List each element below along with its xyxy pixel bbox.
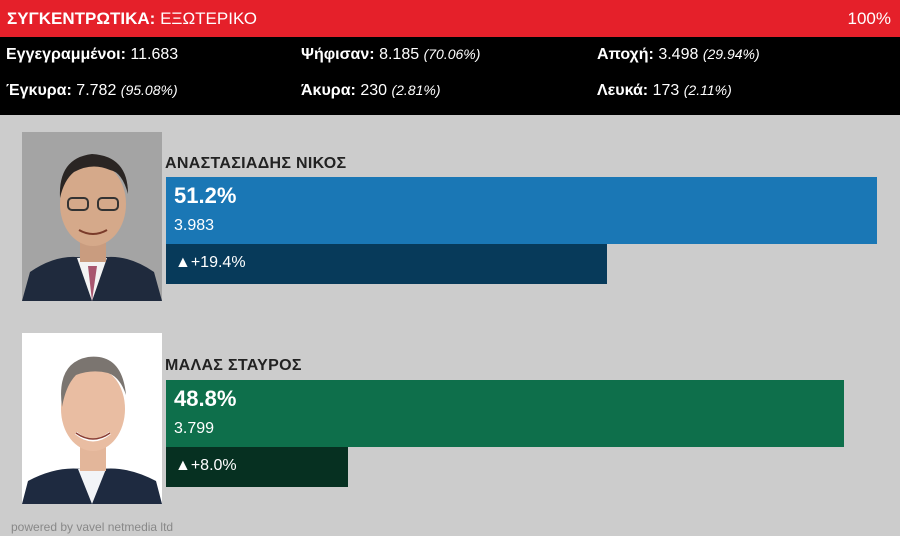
stat-invalid-value: 230 [360,82,388,99]
header-title-region: ΕΞΩΤΕΡΙΚΟ [160,9,257,28]
stat-invalid-pct: (2.81%) [391,82,441,98]
vote-share-bar: 51.2% 3.983 [166,177,877,244]
stat-registered-label: Εγγεγραμμένοι: [6,46,126,63]
stat-blank-pct: (2.11%) [683,82,732,98]
stat-valid: Έγκυρα: 7.782 (95.08%) [6,82,178,100]
summary-header: ΣΥΓΚΕΝΤΡΩΤΙΚΑ: ΕΞΩΤΕΡΙΚΟ 100% [0,0,900,37]
stat-voted-label: Ψήφισαν: [301,46,375,63]
stat-blank: Λευκά: 173 (2.11%) [597,82,732,100]
header-title-label: ΣΥΓΚΕΝΤΡΩΤΙΚΑ: [7,9,156,28]
stat-valid-pct: (95.08%) [120,82,178,98]
candidate-photo [22,132,162,301]
header-title: ΣΥΓΚΕΝΤΡΩΤΙΚΑ: ΕΞΩΤΕΡΙΚΟ [7,9,257,29]
vote-percentage: 51.2% [174,183,237,208]
candidate-name: ΑΝΑΣΤΑΣΙΑΔΗΣ ΝΙΚΟΣ [165,155,347,172]
vote-percentage: 48.8% [174,386,237,411]
stat-voted-pct: (70.06%) [423,46,481,62]
stat-abstention-pct: (29.94%) [702,46,760,62]
candidate-name: ΜΑΛΑΣ ΣΤΑΥΡΟΣ [165,357,302,374]
stat-valid-value: 7.782 [76,82,117,99]
powered-by-credit: powered by vavel netmedia ltd [11,520,174,534]
change-value: ▲+8.0% [175,457,237,474]
stat-valid-label: Έγκυρα: [6,82,72,99]
counted-percentage: 100% [847,9,891,28]
vote-share-bar: 48.8% 3.799 [166,380,844,447]
stat-abstention-label: Αποχή: [597,46,654,63]
stat-voted-value: 8.185 [379,46,420,63]
stat-registered-value: 11.683 [130,46,179,63]
stat-blank-label: Λευκά: [597,82,649,99]
change-bar: ▲+8.0% [166,447,348,487]
stat-blank-value: 173 [652,82,680,99]
vote-count: 3.983 [174,217,215,234]
change-value: ▲+19.4% [175,254,246,271]
stat-registered: Εγγεγραμμένοι: 11.683 [6,46,178,64]
candidate-photo [22,333,162,504]
stat-invalid-label: Άκυρα: [301,82,356,99]
stat-abstention-value: 3.498 [658,46,699,63]
stat-invalid: Άκυρα: 230 (2.81%) [301,82,441,100]
stat-voted: Ψήφισαν: 8.185 (70.06%) [301,46,480,64]
vote-count: 3.799 [174,420,215,437]
stat-abstention: Αποχή: 3.498 (29.94%) [597,46,760,64]
turnout-stats: Εγγεγραμμένοι: 11.683 Ψήφισαν: 8.185 (70… [0,37,900,115]
change-bar: ▲+19.4% [166,244,607,284]
